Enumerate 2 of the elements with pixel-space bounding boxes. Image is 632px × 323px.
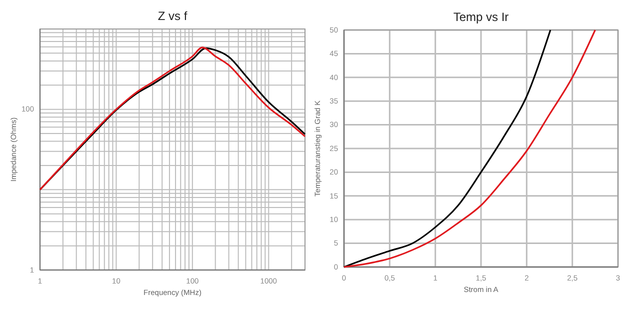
chart-title: Temp vs Ir <box>453 10 509 24</box>
chart-title: Z vs f <box>158 9 188 23</box>
